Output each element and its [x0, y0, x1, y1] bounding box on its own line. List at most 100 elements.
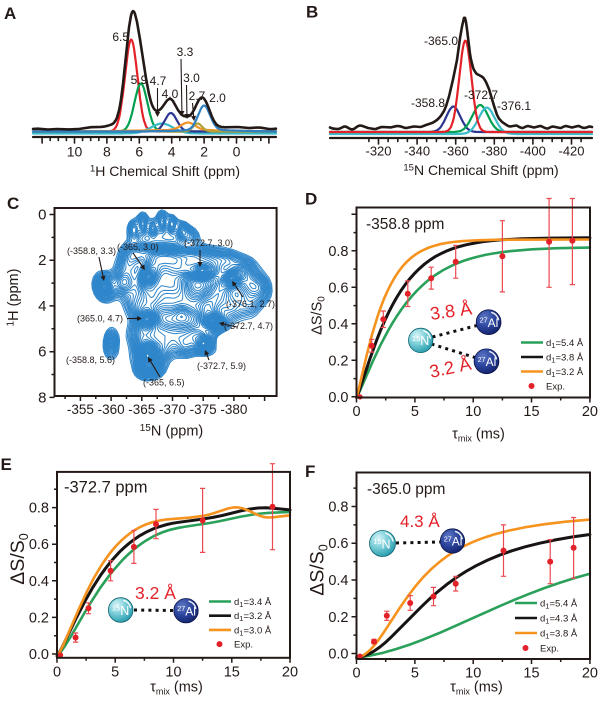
svg-text:5: 5: [111, 664, 119, 680]
svg-text:0.0: 0.0: [328, 647, 348, 663]
svg-text:15: 15: [523, 404, 539, 420]
svg-text:ΔS/S0: ΔS/S0: [7, 533, 31, 584]
svg-text:0.2: 0.2: [328, 353, 348, 369]
svg-text:-375: -375: [190, 402, 217, 417]
svg-text:-365.0 ppm: -365.0 ppm: [367, 481, 445, 498]
svg-text:d1=3.8 Å: d1=3.8 Å: [540, 629, 578, 641]
svg-text:-400: -400: [520, 144, 546, 159]
svg-text:-355: -355: [67, 402, 94, 417]
svg-text:0.2: 0.2: [29, 610, 49, 626]
svg-text:ΔS/S0: ΔS/S0: [310, 296, 328, 335]
svg-text:1H (ppm): 1H (ppm): [6, 269, 23, 327]
svg-text:ΔS/S0: ΔS/S0: [307, 544, 331, 595]
svg-text:4.0: 4.0: [162, 87, 179, 101]
svg-text:-380: -380: [481, 144, 507, 159]
svg-text:15N Chemical Shift (ppm): 15N Chemical Shift (ppm): [403, 162, 558, 178]
svg-text:(-358.8, 3.3): (-358.8, 3.3): [67, 246, 116, 256]
svg-text:0.8: 0.8: [29, 501, 49, 517]
svg-text:A: A: [4, 4, 16, 23]
svg-text:0: 0: [352, 404, 360, 420]
svg-text:5: 5: [411, 666, 419, 682]
svg-text:0.0: 0.0: [29, 647, 49, 663]
svg-text:(-372.7, 3.0): (-372.7, 3.0): [184, 238, 233, 248]
svg-text:0.6: 0.6: [29, 537, 49, 553]
svg-text:d1=5.4 Å: d1=5.4 Å: [546, 338, 584, 350]
svg-text:-376.1: -376.1: [497, 99, 531, 113]
svg-text:B: B: [306, 3, 318, 22]
svg-text:-358.8: -358.8: [411, 96, 445, 110]
svg-text:0.4: 0.4: [328, 317, 348, 333]
svg-text:d1=4.3 Å: d1=4.3 Å: [540, 614, 578, 626]
svg-text:0.8: 0.8: [328, 244, 348, 260]
svg-text:2: 2: [38, 252, 46, 269]
svg-text:3.0: 3.0: [183, 71, 200, 85]
svg-text:6.5: 6.5: [112, 30, 129, 44]
svg-text:(-372.7, 5.9): (-372.7, 5.9): [197, 361, 246, 371]
svg-text:E: E: [1, 455, 12, 474]
svg-text:15N: 15N: [412, 334, 429, 348]
svg-text:(-365, 6.5): (-365, 6.5): [143, 378, 185, 388]
svg-text:8: 8: [38, 389, 46, 406]
svg-text:20: 20: [582, 666, 598, 682]
svg-text:27Al: 27Al: [444, 534, 463, 548]
svg-text:1H Chemical Shift (ppm): 1H Chemical Shift (ppm): [90, 163, 240, 179]
svg-text:0.6: 0.6: [328, 280, 348, 296]
svg-text:-358.8 ppm: -358.8 ppm: [366, 216, 444, 233]
svg-text:2: 2: [200, 144, 208, 160]
svg-text:0: 0: [233, 144, 241, 160]
svg-text:-372.7: -372.7: [464, 88, 498, 102]
svg-text:15N: 15N: [112, 604, 129, 618]
svg-text:27Al: 27Al: [480, 316, 499, 330]
svg-text:d1=3.0 Å: d1=3.0 Å: [234, 625, 272, 637]
svg-text:10: 10: [165, 664, 181, 680]
svg-text:(-358.8, 5.6): (-358.8, 5.6): [66, 355, 115, 365]
svg-text:Exp.: Exp.: [234, 640, 253, 651]
svg-text:4.7: 4.7: [150, 74, 167, 88]
svg-text:-340: -340: [404, 144, 430, 159]
svg-text:15: 15: [523, 666, 539, 682]
svg-text:(-365, 3.0): (-365, 3.0): [117, 242, 159, 252]
svg-text:6: 6: [38, 344, 46, 361]
svg-text:0: 0: [38, 207, 46, 224]
svg-text:10: 10: [465, 666, 481, 682]
svg-text:3.3: 3.3: [177, 45, 194, 59]
svg-text:0.4: 0.4: [328, 573, 348, 589]
svg-text:-365.0: -365.0: [424, 34, 458, 48]
svg-text:Exp.: Exp.: [540, 644, 559, 655]
svg-text:27Al: 27Al: [478, 355, 497, 369]
svg-text:5: 5: [411, 404, 419, 420]
svg-text:D: D: [305, 190, 317, 209]
svg-text:20: 20: [282, 664, 298, 680]
svg-text:10: 10: [465, 404, 481, 420]
svg-text:-320: -320: [365, 144, 391, 159]
svg-text:0: 0: [53, 664, 61, 680]
svg-text:0.2: 0.2: [328, 610, 348, 626]
svg-text:15: 15: [224, 664, 240, 680]
svg-text:(-372.7, 4.7): (-372.7, 4.7): [224, 321, 273, 331]
svg-text:-372.7 ppm: -372.7 ppm: [64, 479, 147, 497]
svg-text:3.2 Å: 3.2 Å: [135, 583, 176, 603]
svg-text:0: 0: [352, 666, 360, 682]
svg-text:-360: -360: [98, 402, 125, 417]
svg-text:10: 10: [67, 144, 83, 160]
svg-text:d1=3.4 Å: d1=3.4 Å: [234, 597, 272, 609]
svg-text:5.9: 5.9: [131, 73, 148, 87]
svg-text:4.3 Å: 4.3 Å: [400, 512, 440, 531]
svg-text:0.6: 0.6: [328, 536, 348, 552]
svg-text:4: 4: [38, 298, 46, 315]
svg-text:8: 8: [103, 144, 111, 160]
svg-text:0.0: 0.0: [328, 390, 348, 406]
svg-text:2.0: 2.0: [209, 91, 226, 105]
svg-text:0.8: 0.8: [328, 500, 348, 516]
svg-text:d1=5.4 Å: d1=5.4 Å: [540, 599, 578, 611]
svg-text:-360: -360: [443, 144, 469, 159]
svg-text:20: 20: [582, 404, 598, 420]
svg-text:(-376.1, 2.7): (-376.1, 2.7): [226, 299, 275, 309]
svg-text:2.7: 2.7: [189, 89, 206, 103]
svg-text:d1=3.8 Å: d1=3.8 Å: [546, 353, 584, 365]
svg-text:27Al: 27Al: [177, 604, 196, 618]
svg-text:15N: 15N: [373, 537, 390, 551]
svg-text:-420: -420: [558, 144, 584, 159]
svg-text:-370: -370: [159, 402, 186, 417]
svg-text:-365: -365: [128, 402, 155, 417]
